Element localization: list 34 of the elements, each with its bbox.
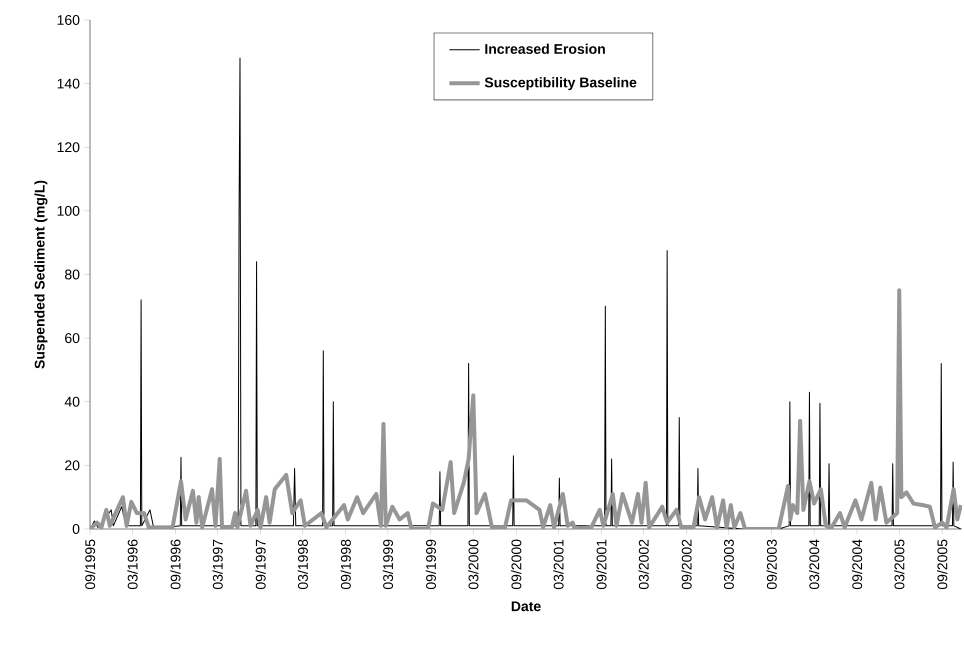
x-tick-label: 09/2003: [766, 540, 777, 590]
x-tick-label: 09/2002: [681, 540, 692, 590]
legend-label: Susceptibility Baseline: [484, 77, 636, 90]
x-tick-label: 03/2003: [724, 540, 734, 590]
x-tick-label: 03/1998: [298, 540, 308, 590]
x-tick-label: 09/2004: [852, 539, 862, 590]
x-tick-label: 03/1996: [127, 540, 138, 590]
x-tick-label: 03/2000: [468, 540, 478, 590]
x-tick-label: 03/2002: [638, 540, 649, 590]
x-tick-label: 09/1996: [170, 540, 181, 590]
y-tick-label: 0: [72, 524, 80, 534]
x-tick-label: 03/2005: [894, 540, 904, 590]
x-tick-label: 09/1997: [255, 540, 266, 590]
y-tick-label: 80: [65, 270, 80, 280]
x-tick-label: 09/1998: [340, 540, 351, 590]
x-tick-label: 09/2000: [511, 540, 522, 590]
y-tick-label: 100: [58, 206, 80, 216]
x-tick-label: 09/1999: [426, 540, 436, 590]
y-tick-label: 140: [58, 78, 80, 89]
x-tick-label: 09/2005: [937, 540, 948, 590]
y-tick-label: 20: [65, 460, 80, 470]
x-axis-title: Date: [512, 601, 541, 612]
y-tick-label: 60: [65, 333, 80, 344]
y-tick-label: 40: [64, 396, 80, 407]
x-tick-label: 09/1995: [84, 540, 96, 590]
y-tick-label: 120: [58, 142, 80, 152]
y-axis-title: Suspended Sediment (mg/L): [34, 180, 48, 369]
x-tick-label: 03/1997: [212, 540, 223, 590]
x-tick-label: 03/1999: [382, 540, 394, 590]
y-tick-label: 160: [58, 15, 80, 25]
x-tick-label: 03/2004: [808, 539, 820, 590]
x-tick-label: 03/2001: [553, 540, 564, 590]
legend-label: Increased Erosion: [485, 44, 605, 54]
x-tick-label: 09/2001: [596, 540, 607, 590]
